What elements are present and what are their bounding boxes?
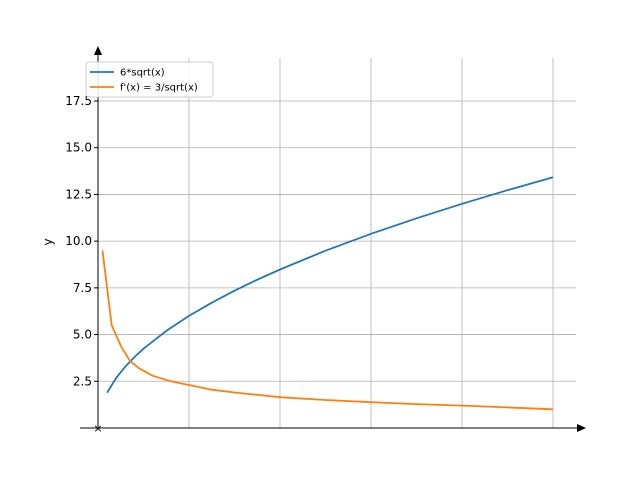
y-tick-label: 12.5 <box>65 187 92 201</box>
y-ticks: 2.5 5.0 7.5 10.0 12.5 15.0 17.5 <box>65 94 98 388</box>
axes: × <box>80 46 586 435</box>
y-tick-label: 15.0 <box>65 141 92 155</box>
origin-marker: × <box>93 422 102 435</box>
y-tick-label: 7.5 <box>73 281 92 295</box>
legend: 6*sqrt(x) f'(x) = 3/sqrt(x) <box>85 61 214 98</box>
y-tick-label: 2.5 <box>73 374 92 388</box>
y-tick-label: 10.0 <box>65 234 92 248</box>
y-axis-arrow <box>94 46 102 55</box>
legend-label: 6*sqrt(x) <box>120 68 165 79</box>
grid <box>98 58 576 428</box>
y-tick-label: 5.0 <box>73 328 92 342</box>
y-axis-label: y <box>41 238 55 245</box>
series-layer <box>101 176 554 411</box>
series-line-2 <box>101 250 554 411</box>
legend-box <box>85 61 214 98</box>
x-axis-arrow <box>577 424 586 432</box>
series-line-1 <box>106 176 554 394</box>
legend-label: f'(x) = 3/sqrt(x) <box>120 83 198 94</box>
y-tick-label: 17.5 <box>65 94 92 108</box>
